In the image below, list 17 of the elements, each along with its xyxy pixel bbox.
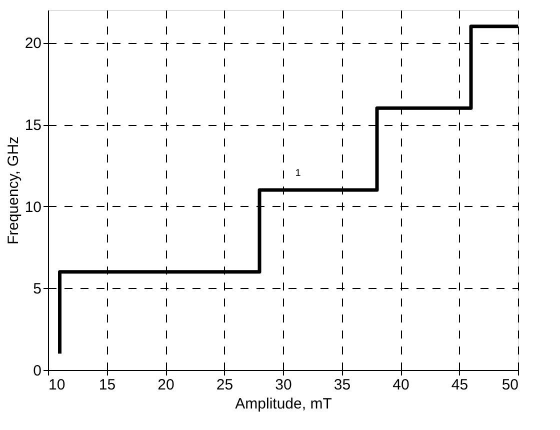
y-tick-label: 0: [33, 362, 42, 380]
y-tick-label: 10: [24, 198, 42, 216]
x-tick-label: 15: [98, 376, 116, 394]
annotation: 1: [295, 168, 302, 179]
x-tick-label: 50: [502, 376, 518, 394]
y-tick-label: 15: [24, 117, 42, 134]
x-axis-title: Amplitude, mT: [235, 396, 332, 412]
x-tick-label: 10: [48, 376, 66, 394]
y-tick-label: 5: [33, 280, 42, 298]
x-tick-label: 45: [451, 376, 468, 394]
y-tick-label: 20: [24, 35, 42, 52]
x-tick-label: 30: [275, 376, 292, 394]
x-tick-label: 35: [334, 376, 351, 394]
x-tick-label: 20: [158, 376, 174, 394]
x-tick-label: 25: [216, 376, 234, 394]
y-axis-title: Frequency, GHz: [4, 136, 22, 245]
x-tick-label: 40: [392, 376, 410, 394]
